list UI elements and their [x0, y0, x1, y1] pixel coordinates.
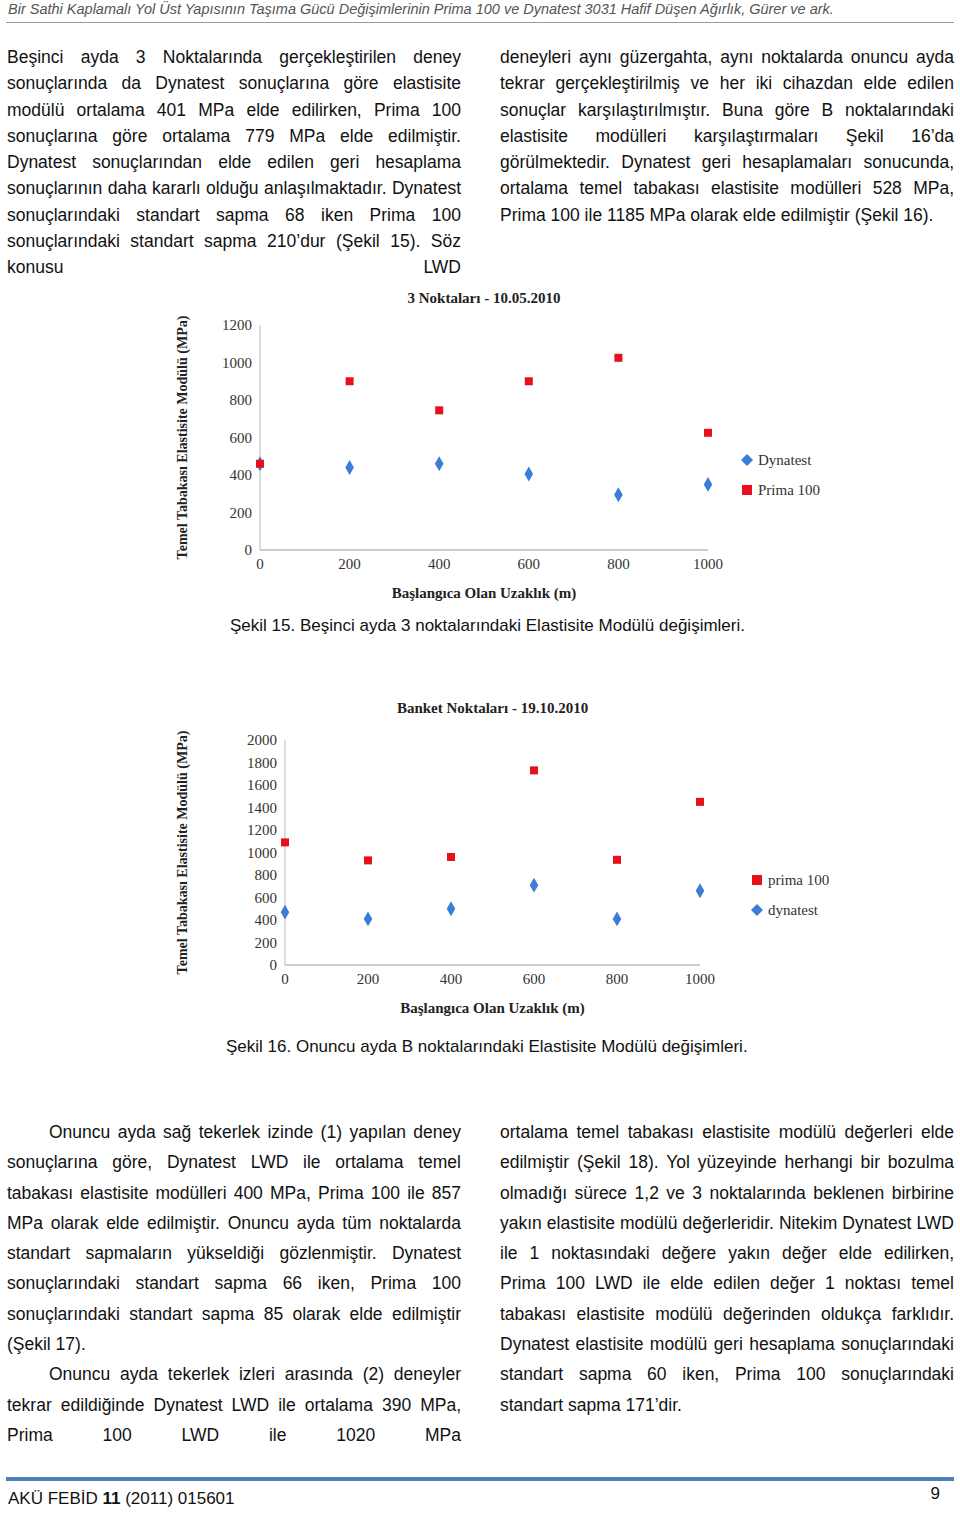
svg-text:600: 600 — [523, 971, 546, 987]
svg-text:1600: 1600 — [247, 777, 277, 793]
svg-text:0: 0 — [281, 971, 289, 987]
svg-text:600: 600 — [255, 890, 278, 906]
svg-text:Başlangıca Olan Uzaklık (m): Başlangıca Olan Uzaklık (m) — [400, 1000, 585, 1017]
html-text:Onuncu ayda tekerlek izleri ar: Onuncu ayda tekerlek izleri arasında (2)… — [7, 1364, 461, 1445]
svg-text:400: 400 — [230, 467, 253, 483]
svg-text:1000: 1000 — [685, 971, 715, 987]
svg-text:1000: 1000 — [247, 845, 277, 861]
svg-text:800: 800 — [255, 867, 278, 883]
svg-text:1400: 1400 — [247, 800, 277, 816]
html-text:prima 100: prima 100 — [768, 871, 830, 888]
svg-text:800: 800 — [230, 392, 253, 408]
svg-text:Temel Tabakası Elastisite Modü: Temel Tabakası Elastisite Modülü (MPa) — [175, 315, 191, 559]
html-text:deneyleri aynı güzergahta, ayn: deneyleri aynı güzergahta, aynı noktalar… — [500, 47, 954, 225]
svg-text:0: 0 — [270, 957, 278, 973]
html-text:Şekil 16. Onuncu ayda B noktal: Şekil 16. Onuncu ayda B noktalarındaki E… — [226, 1037, 748, 1056]
html-text:Prima 100: Prima 100 — [758, 481, 821, 498]
svg-text:1000: 1000 — [222, 355, 252, 371]
svg-text:400: 400 — [255, 912, 278, 928]
html-text:9: 9 — [930, 1484, 940, 1503]
svg-text:Temel Tabakası Elastisite Modü: Temel Tabakası Elastisite Modülü (MPa) — [175, 730, 191, 974]
svg-text:1000: 1000 — [693, 556, 723, 572]
html-text:Beşinci ayda 3 Noktalarında ge: Beşinci ayda 3 Noktalarında gerçekleştir… — [7, 47, 461, 278]
svg-text:1200: 1200 — [222, 317, 252, 333]
svg-text:400: 400 — [428, 556, 451, 572]
svg-text:200: 200 — [230, 505, 253, 521]
html-text:dynatest: dynatest — [768, 901, 818, 918]
svg-text:400: 400 — [440, 971, 463, 987]
html-text:Dynatest: Dynatest — [758, 451, 812, 468]
svg-text:200: 200 — [338, 556, 361, 572]
html-text:AKÜ FEBİD 11 (2011) 015601: AKÜ FEBİD 11 (2011) 015601 — [8, 1489, 235, 1508]
svg-text:800: 800 — [606, 971, 629, 987]
svg-text:800: 800 — [607, 556, 630, 572]
svg-text:200: 200 — [357, 971, 380, 987]
svg-text:200: 200 — [255, 935, 278, 951]
html-text:Onuncu ayda sağ tekerlek izind: Onuncu ayda sağ tekerlek izinde (1) yapı… — [7, 1122, 461, 1355]
html-text:Şekil 15. Beşinci ayda 3 nokta: Şekil 15. Beşinci ayda 3 noktalarındaki … — [230, 616, 745, 635]
html-text:Banket Noktaları - 19.10.2010: Banket Noktaları - 19.10.2010 — [396, 700, 589, 716]
html-text:Bir Sathi Kaplamalı Yol Üst Ya: Bir Sathi Kaplamalı Yol Üst Yapısının Ta… — [8, 1, 834, 17]
svg-text:600: 600 — [518, 556, 541, 572]
svg-text:1200: 1200 — [247, 822, 277, 838]
svg-text:1800: 1800 — [247, 755, 277, 771]
svg-text:0: 0 — [256, 556, 264, 572]
svg-text:2000: 2000 — [247, 732, 277, 748]
svg-text:0: 0 — [245, 542, 253, 558]
svg-text:600: 600 — [230, 430, 253, 446]
html-text:ortalama temel tabakası elasti: ortalama temel tabakası elastisite modül… — [500, 1122, 954, 1415]
html-text:3 Noktaları - 10.05.2010: 3 Noktaları - 10.05.2010 — [407, 290, 561, 306]
svg-text:Başlangıca Olan Uzaklık (m): Başlangıca Olan Uzaklık (m) — [392, 585, 577, 602]
